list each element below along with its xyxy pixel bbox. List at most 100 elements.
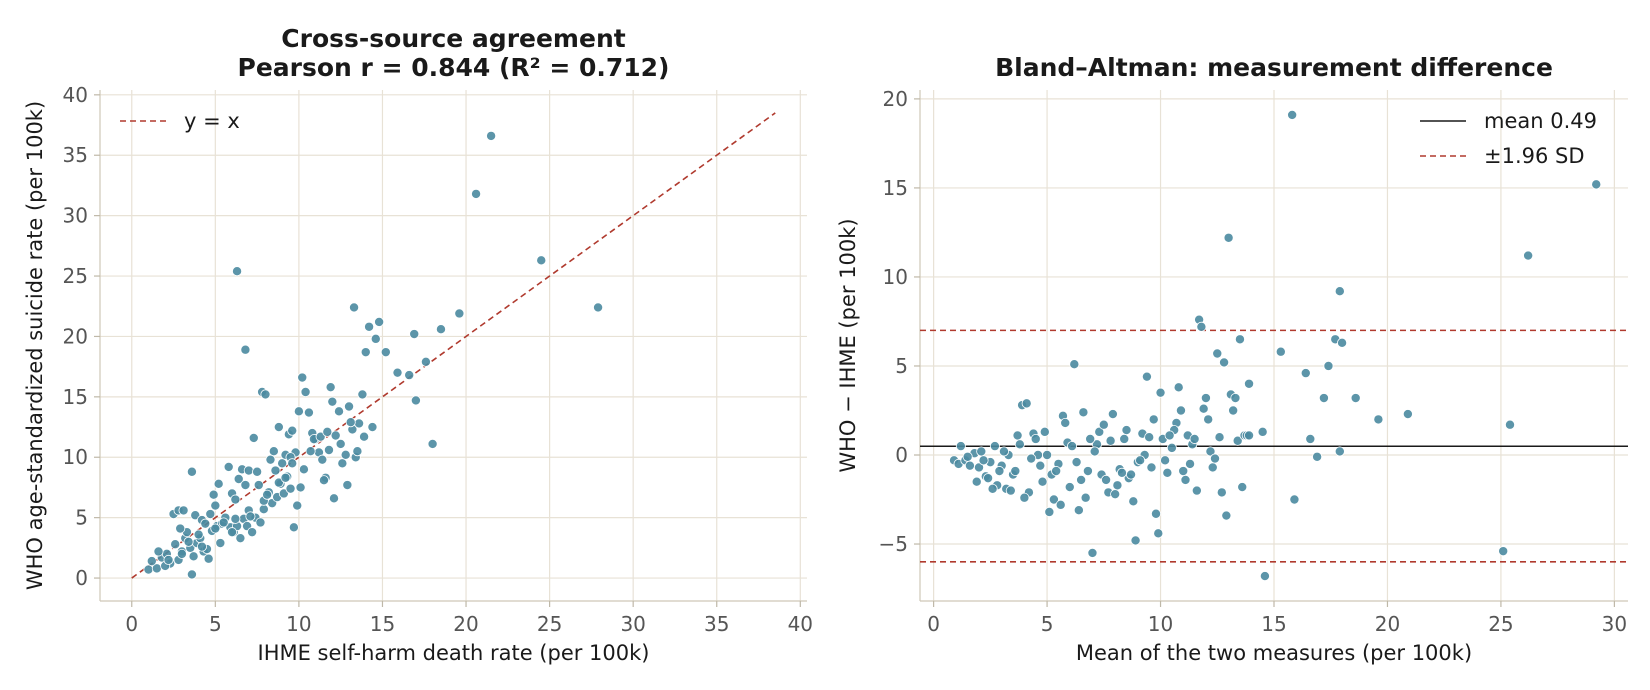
data-point xyxy=(1005,485,1016,496)
data-point xyxy=(1275,346,1286,357)
data-point xyxy=(1039,426,1050,437)
data-point xyxy=(1087,547,1098,558)
data-point xyxy=(260,389,271,400)
data-point xyxy=(962,451,973,462)
data-point xyxy=(380,347,391,358)
data-point xyxy=(998,446,1009,457)
data-point xyxy=(248,432,259,443)
data-point xyxy=(1203,414,1214,425)
data-point xyxy=(268,446,279,457)
data-point xyxy=(1112,480,1123,491)
data-point xyxy=(427,438,438,449)
data-point xyxy=(146,556,157,567)
data-point xyxy=(265,454,276,465)
data-point xyxy=(1060,417,1071,428)
data-point xyxy=(1505,419,1516,430)
data-point xyxy=(1323,360,1334,371)
data-point xyxy=(1098,419,1109,430)
data-point xyxy=(210,523,221,534)
legend-label: y = x xyxy=(184,109,240,133)
data-point xyxy=(1234,334,1245,345)
data-point xyxy=(352,446,363,457)
data-point xyxy=(227,527,238,538)
chart-title: Pearson r = 0.844 (R² = 0.712) xyxy=(238,53,670,82)
chart-title: Cross-source agreement xyxy=(281,24,625,53)
data-point xyxy=(1287,109,1298,120)
y-tick-label: 30 xyxy=(63,204,88,228)
data-point xyxy=(1067,441,1078,452)
data-point xyxy=(218,517,229,528)
data-point xyxy=(1012,430,1023,441)
data-point xyxy=(334,406,345,417)
data-point xyxy=(1148,414,1159,425)
data-point xyxy=(1082,466,1093,477)
data-point xyxy=(1180,474,1191,485)
data-point xyxy=(303,407,314,418)
data-point xyxy=(330,430,341,441)
data-point xyxy=(1051,466,1062,477)
data-point xyxy=(1230,393,1241,404)
data-point xyxy=(322,426,333,437)
x-tick-label: 30 xyxy=(620,612,645,636)
legend-label: ±1.96 SD xyxy=(1484,144,1585,168)
data-point xyxy=(186,569,197,580)
data-point xyxy=(1014,439,1025,450)
x-tick-label: 0 xyxy=(927,612,940,636)
data-point xyxy=(1076,474,1087,485)
data-point xyxy=(190,510,201,521)
x-tick-label: 10 xyxy=(286,612,311,636)
data-point xyxy=(255,517,266,528)
x-tick-label: 35 xyxy=(704,612,729,636)
data-point xyxy=(1498,546,1509,557)
data-point xyxy=(1318,393,1329,404)
chart-title: Bland–Altman: measurement difference xyxy=(995,53,1553,82)
data-point xyxy=(410,395,421,406)
right-panel-bland-altman: 0 5 10 15 20 25 30 −5 0 5 10 15 20 Bland–Altman: meas… xyxy=(836,53,1628,665)
y-tick-label: 10 xyxy=(63,445,88,469)
data-point xyxy=(1044,506,1055,517)
data-point xyxy=(486,130,497,141)
data-point xyxy=(293,406,304,417)
data-point xyxy=(245,511,256,522)
data-point xyxy=(1116,467,1127,478)
data-point xyxy=(232,266,243,277)
data-point xyxy=(277,458,288,469)
data-point xyxy=(1350,393,1361,404)
data-point xyxy=(295,482,306,493)
data-point xyxy=(454,308,465,319)
data-point xyxy=(1019,492,1030,503)
data-point xyxy=(252,466,263,477)
data-point xyxy=(1126,469,1137,480)
data-point xyxy=(593,302,604,313)
data-point xyxy=(1030,433,1041,444)
data-point xyxy=(1035,460,1046,471)
data-point xyxy=(349,302,360,313)
data-point xyxy=(253,480,264,491)
data-point xyxy=(323,444,334,455)
data-point xyxy=(1069,359,1080,370)
data-point xyxy=(200,518,211,529)
data-point xyxy=(230,494,241,505)
data-point xyxy=(1591,179,1602,190)
data-point xyxy=(298,464,309,475)
data-point xyxy=(357,389,368,400)
data-point xyxy=(1155,387,1166,398)
data-point xyxy=(1214,432,1225,443)
data-point xyxy=(240,344,251,355)
data-point xyxy=(273,477,284,488)
x-tick-label: 20 xyxy=(1375,612,1400,636)
data-point xyxy=(1334,446,1345,457)
data-point xyxy=(335,438,346,449)
data-point xyxy=(1128,496,1139,507)
data-point xyxy=(1130,535,1141,546)
y-axis-label: WHO − IHME (per 100k) xyxy=(836,218,860,472)
y-tick-label: 25 xyxy=(63,264,88,288)
data-point xyxy=(1216,487,1227,498)
data-point xyxy=(337,458,348,469)
data-point xyxy=(287,458,298,469)
data-point xyxy=(345,417,356,428)
data-point xyxy=(1185,458,1196,469)
data-point xyxy=(1232,435,1243,446)
data-point xyxy=(188,551,199,562)
